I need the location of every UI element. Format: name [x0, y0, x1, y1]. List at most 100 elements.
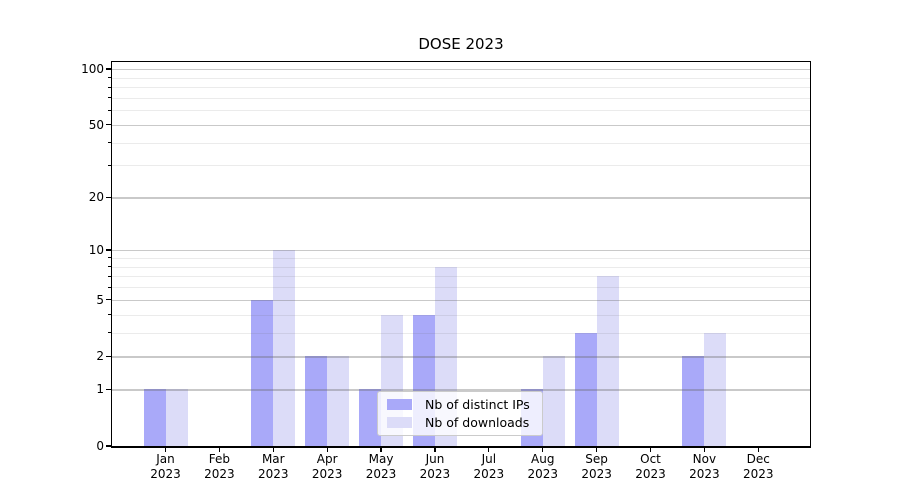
legend-item-downloads: Nb of downloads	[387, 415, 533, 430]
y-axis-tick-label: 5	[96, 292, 104, 307]
y-axis-tick-label: 100	[81, 61, 104, 76]
y-minor-tick-mark	[108, 86, 111, 88]
y-axis-tick-label: 50	[88, 117, 104, 132]
x-label-month: Aug	[531, 452, 555, 466]
x-label-year: 2023	[257, 466, 289, 481]
grid-line-minor	[112, 287, 810, 289]
x-tick-mark	[488, 447, 490, 453]
grid-line-minor	[112, 276, 810, 278]
grid-line-minor	[112, 314, 810, 316]
x-tick-mark	[757, 447, 759, 453]
y-minor-tick-mark	[108, 266, 111, 267]
x-label-year: 2023	[527, 466, 558, 481]
legend-swatch-downloads-icon	[387, 417, 412, 428]
y-minor-tick-mark	[108, 164, 111, 166]
x-axis-tick-label: Sep 2023	[570, 452, 624, 481]
x-tick-mark	[649, 447, 652, 453]
x-axis-tick-label: Feb 2023	[192, 452, 246, 481]
x-axis-tick-label: Dec 2023	[731, 452, 785, 481]
x-axis-tick-label: Mar 2023	[246, 452, 300, 481]
bar-nb-of-downloads-mar	[273, 250, 296, 446]
x-label-year: 2023	[743, 466, 774, 481]
y-tick-mark	[106, 68, 111, 70]
legend-label-downloads: Nb of downloads	[425, 415, 530, 430]
bar-nb-of-distinct-ips-jan	[143, 389, 166, 446]
axis-spine-top	[110, 60, 811, 62]
x-axis-tick-label: May 2023	[354, 452, 408, 481]
x-axis-tick-label: Jan 2023	[139, 452, 193, 481]
grid-line-minor	[112, 97, 810, 99]
x-axis-tick-label: Apr 2023	[300, 452, 354, 481]
x-label-year: 2023	[204, 466, 235, 481]
x-label-year: 2023	[419, 466, 451, 481]
x-tick-mark	[326, 447, 328, 453]
y-axis-tick-label: 1	[96, 382, 104, 397]
x-axis-tick-label: Nov 2023	[677, 452, 731, 481]
y-minor-tick-mark	[108, 77, 111, 78]
x-tick-mark	[218, 447, 221, 453]
bar-nb-of-distinct-ips-sep	[574, 332, 597, 446]
bar-nb-of-distinct-ips-apr	[305, 356, 328, 446]
x-tick-mark	[595, 447, 598, 453]
y-axis-tick-label: 0	[96, 439, 104, 453]
bar-nb-of-downloads-nov	[704, 332, 727, 446]
grid-line-major	[112, 299, 810, 301]
grid-line-major	[112, 197, 810, 199]
bar-nb-of-distinct-ips-nov	[682, 356, 705, 446]
y-tick-mark	[106, 196, 111, 198]
y-tick-mark	[106, 355, 111, 357]
y-axis-tick-label: 2	[96, 349, 104, 364]
x-label-month: Jul	[481, 452, 497, 466]
legend-label-distinct-ips: Nb of distinct IPs	[425, 397, 530, 412]
chart-title: DOSE 2023	[418, 35, 504, 53]
grid-line-minor	[112, 266, 810, 268]
x-label-year: 2023	[365, 466, 397, 481]
grid-line-minor	[112, 87, 810, 88]
x-tick-mark	[164, 447, 167, 453]
grid-line-major	[112, 250, 810, 252]
x-axis-tick-label: Jun 2023	[408, 452, 462, 481]
x-label-year: 2023	[473, 466, 505, 481]
x-label-year: 2023	[150, 466, 181, 481]
x-label-month: Mar	[261, 452, 285, 466]
x-label-year: 2023	[635, 466, 666, 481]
legend-item-distinct-ips: Nb of distinct IPs	[387, 397, 533, 412]
x-label-month: May	[368, 452, 394, 466]
x-axis-tick-label: Oct 2023	[624, 452, 678, 481]
bar-nb-of-distinct-ips-mar	[251, 299, 274, 446]
axis-spine-left	[110, 60, 113, 448]
grid-line-minor	[112, 165, 810, 167]
y-minor-tick-mark	[108, 257, 111, 259]
x-label-year: 2023	[581, 466, 612, 481]
legend: Nb of distinct IPs Nb of downloads	[377, 391, 543, 436]
legend-swatch-distinct-ips-icon	[387, 399, 412, 410]
x-tick-mark	[542, 447, 544, 453]
x-axis-tick-label: Aug 2023	[516, 452, 570, 481]
grid-line-minor	[112, 77, 810, 79]
bar-nb-of-downloads-apr	[327, 356, 350, 446]
axis-spine-right	[809, 60, 811, 448]
axis-spine-bottom	[110, 445, 811, 448]
y-axis-tick-label: 20	[88, 190, 104, 205]
y-tick-mark	[106, 445, 111, 447]
y-minor-tick-mark	[108, 142, 111, 144]
y-tick-mark	[106, 124, 111, 126]
grid-line-major	[112, 68, 810, 71]
x-label-month: Jun	[425, 452, 445, 466]
x-label-year: 2023	[311, 466, 343, 481]
y-tick-mark	[106, 249, 111, 251]
x-label-month: Oct	[640, 452, 661, 466]
y-tick-mark	[106, 298, 111, 301]
grid-line-minor	[112, 110, 810, 112]
y-axis-tick-label: 10	[88, 243, 104, 258]
y-minor-tick-mark	[108, 332, 111, 334]
y-minor-tick-mark	[108, 286, 111, 288]
y-tick-mark	[106, 388, 111, 391]
bar-nb-of-downloads-aug	[542, 356, 565, 446]
grid-line-minor	[112, 142, 810, 144]
x-tick-mark	[434, 447, 436, 453]
x-tick-mark	[272, 447, 274, 453]
x-label-month: Jan	[156, 452, 175, 466]
x-label-month: Nov	[692, 452, 717, 466]
bar-nb-of-downloads-sep	[596, 276, 619, 446]
